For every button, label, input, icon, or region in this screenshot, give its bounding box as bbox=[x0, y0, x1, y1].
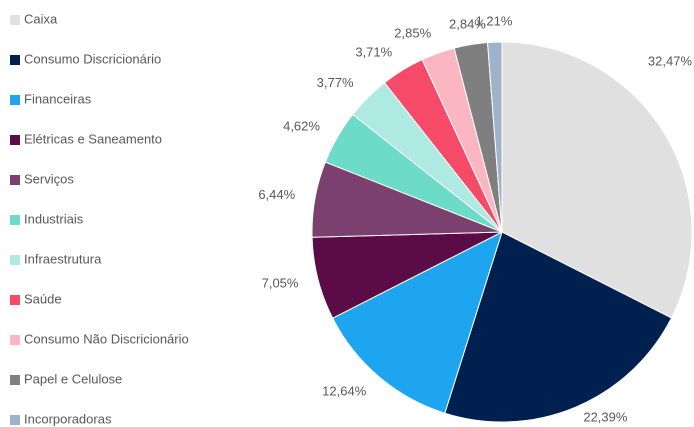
pie-slice bbox=[501, 41, 693, 319]
legend-swatch bbox=[10, 415, 20, 425]
legend-swatch bbox=[10, 15, 20, 25]
legend-label: Saúde bbox=[24, 291, 62, 306]
legend-label: Elétricas e Saneamento bbox=[24, 131, 162, 146]
data-label: 2,85% bbox=[394, 26, 431, 41]
legend-label: Incorporadoras bbox=[24, 411, 112, 426]
legend-label: Financeiras bbox=[24, 91, 92, 106]
pie-slice bbox=[487, 41, 503, 233]
data-label: 32,47% bbox=[648, 54, 693, 69]
legend-label: Papel e Celulose bbox=[24, 371, 122, 386]
data-label: 3,71% bbox=[355, 44, 392, 59]
data-label: 22,39% bbox=[583, 409, 628, 424]
data-label: 1,21% bbox=[476, 14, 513, 29]
legend-label: Infraestrutura bbox=[24, 251, 102, 266]
pie-slice bbox=[444, 231, 673, 423]
legend-label: Consumo Não Discricionário bbox=[24, 331, 189, 346]
legend-swatch bbox=[10, 255, 20, 265]
data-label: 3,77% bbox=[317, 75, 354, 90]
legend-label: Consumo Discricionário bbox=[24, 51, 161, 66]
legend-swatch bbox=[10, 215, 20, 225]
legend-swatch bbox=[10, 95, 20, 105]
legend-swatch bbox=[10, 335, 20, 345]
legend-swatch bbox=[10, 135, 20, 145]
legend-label: Industriais bbox=[24, 211, 84, 226]
data-label: 2,84% bbox=[449, 16, 486, 31]
legend-swatch bbox=[10, 55, 20, 65]
data-label: 12,64% bbox=[322, 384, 367, 399]
data-label: 6,44% bbox=[258, 187, 295, 202]
legend-label: Serviços bbox=[24, 171, 74, 186]
data-label: 7,05% bbox=[262, 275, 299, 290]
legend-swatch bbox=[10, 295, 20, 305]
data-label: 4,62% bbox=[283, 119, 320, 134]
legend-swatch bbox=[10, 375, 20, 385]
legend-label: Caixa bbox=[24, 11, 58, 26]
pie-slice bbox=[331, 231, 503, 414]
legend-swatch bbox=[10, 175, 20, 185]
